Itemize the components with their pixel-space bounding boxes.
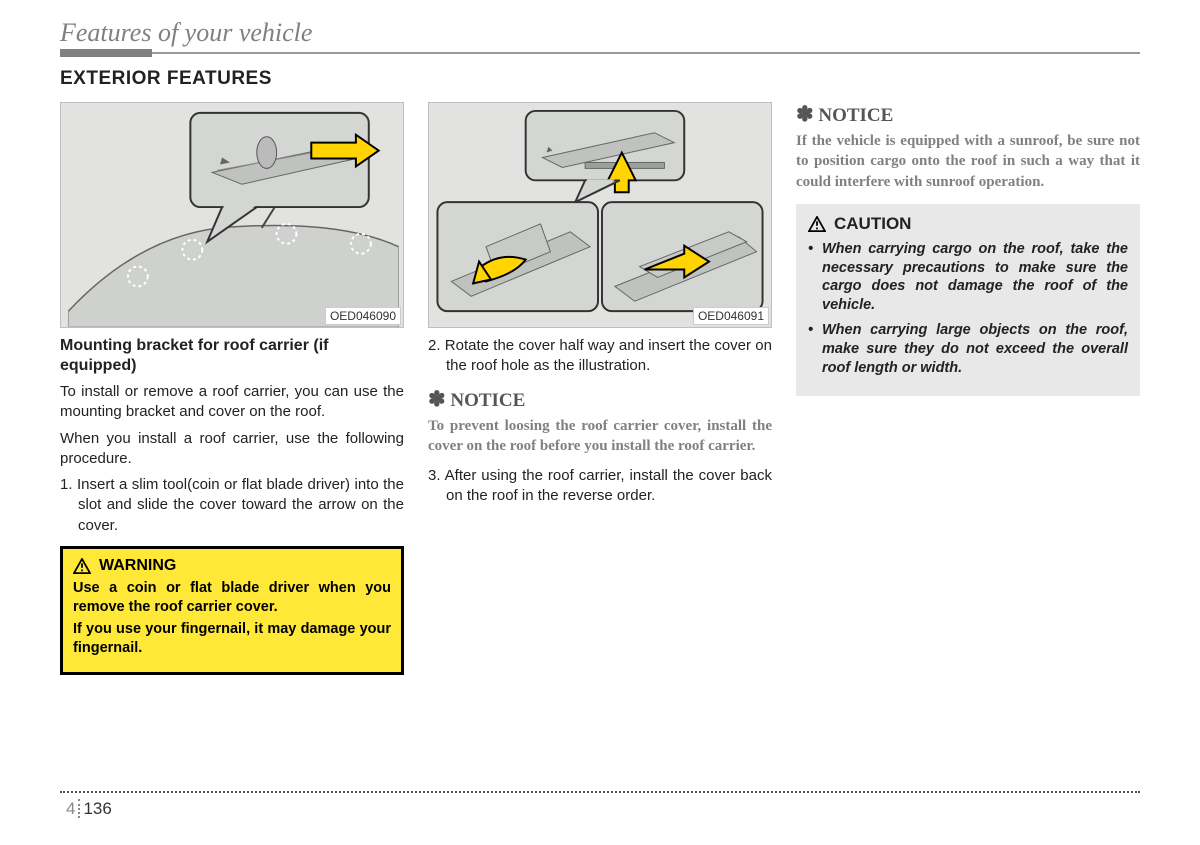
notice-heading-col3: ✽ NOTICE <box>796 102 1140 127</box>
figure-2-label: OED046091 <box>693 307 769 325</box>
col1-para-2: When you install a roof carrier, use the… <box>60 429 404 470</box>
notice-text-col2: To prevent loosing the roof carrier cove… <box>428 416 772 457</box>
caution-box: CAUTION When carrying cargo on the roof,… <box>796 204 1140 396</box>
section-title: Features of your vehicle <box>60 18 1140 48</box>
notice-heading-text-col3: NOTICE <box>818 105 893 126</box>
caution-title-text: CAUTION <box>834 214 911 234</box>
column-2: OED046091 2. Rotate the cover half way a… <box>428 102 772 675</box>
col2-step-3: 3. After using the roof carrier, install… <box>428 466 772 507</box>
column-3: ✽ NOTICE If the vehicle is equipped with… <box>796 102 1140 675</box>
warning-triangle-icon <box>73 558 91 574</box>
caution-item-1: When carrying cargo on the roof, take th… <box>808 240 1128 315</box>
caution-item-2: When carrying large objects on the roof,… <box>808 321 1128 378</box>
figure-1-illustration <box>61 103 403 327</box>
page-heading: EXTERIOR FEATURES <box>60 68 1140 90</box>
warning-text-2: If you use your fingernail, it may damag… <box>73 620 391 658</box>
warning-box: WARNING Use a coin or flat blade driver … <box>60 546 404 675</box>
mounting-bracket-heading: Mounting bracket for roof carrier (if eq… <box>60 336 404 376</box>
footer-rule <box>60 791 1140 793</box>
content-columns: OED046090 Mounting bracket for roof carr… <box>60 102 1140 675</box>
page-number-value: 136 <box>83 799 111 818</box>
title-rule <box>60 52 1140 54</box>
notice-text-col3: If the vehicle is equipped with a sunroo… <box>796 131 1140 192</box>
warning-text-1: Use a coin or flat blade driver when you… <box>73 579 391 617</box>
col1-para-1: To install or remove a roof carrier, you… <box>60 382 404 423</box>
asterisk-icon: ✽ <box>796 102 814 126</box>
page-footer: 4 136 <box>0 791 1200 819</box>
figure-2: OED046091 <box>428 102 772 328</box>
warning-title: WARNING <box>73 557 391 575</box>
chapter-number: 4 <box>66 799 75 818</box>
caution-list: When carrying cargo on the roof, take th… <box>808 240 1128 378</box>
notice-heading-col2: ✽ NOTICE <box>428 387 772 412</box>
figure-1: OED046090 <box>60 102 404 328</box>
caution-title: CAUTION <box>808 214 1128 234</box>
caution-triangle-icon <box>808 216 826 232</box>
warning-title-text: WARNING <box>99 557 176 575</box>
asterisk-icon: ✽ <box>428 387 446 411</box>
col2-step-2: 2. Rotate the cover half way and insert … <box>428 336 772 377</box>
col1-step-1: 1. Insert a slim tool(coin or flat blade… <box>60 475 404 536</box>
notice-heading-text-col2: NOTICE <box>450 390 525 411</box>
figure-1-label: OED046090 <box>325 307 401 325</box>
figure-2-illustration <box>429 103 771 327</box>
column-1: OED046090 Mounting bracket for roof carr… <box>60 102 404 675</box>
page-number: 4 136 <box>60 799 1140 819</box>
